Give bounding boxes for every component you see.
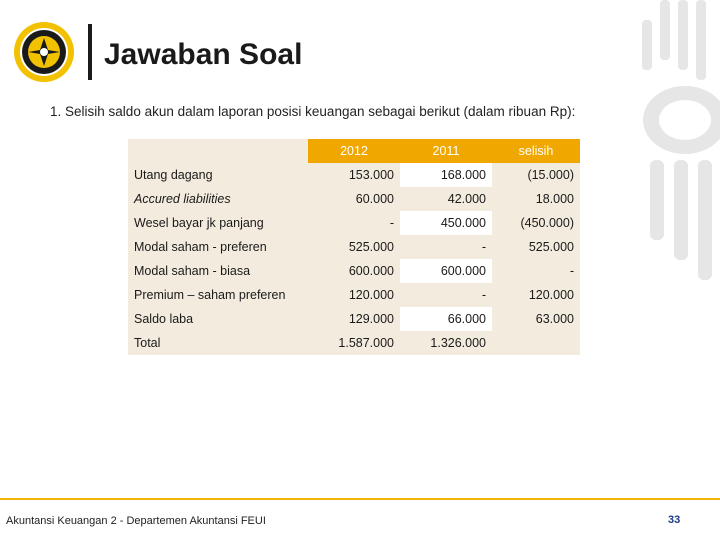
- cell-2011: -: [400, 235, 492, 259]
- cell-2012: 525.000: [308, 235, 400, 259]
- title-divider: [88, 24, 92, 80]
- question-body: Selisih saldo akun dalam laporan posisi …: [65, 104, 576, 119]
- cell-selisih: 63.000: [492, 307, 580, 331]
- table-row: Accured liabilities 60.000 42.000 18.000: [128, 187, 580, 211]
- page-title: Jawaban Soal: [104, 38, 303, 71]
- column-header-2012: 2012: [308, 139, 400, 163]
- cell-2012: 120.000: [308, 283, 400, 307]
- cell-2011: 450.000: [400, 211, 492, 235]
- table-row: Saldo laba 129.000 66.000 63.000: [128, 307, 580, 331]
- makara-watermark-icon: [642, 0, 720, 280]
- cell-selisih: 120.000: [492, 283, 580, 307]
- cell-selisih: (450.000): [492, 211, 580, 235]
- footer-divider: [0, 498, 720, 500]
- cell-2011: 1.326.000: [400, 331, 492, 355]
- cell-selisih: (15.000): [492, 163, 580, 187]
- table-row: Premium – saham preferen 120.000-120.000: [128, 283, 580, 307]
- cell-selisih: [492, 331, 580, 355]
- question-text: 1. Selisih saldo akun dalam laporan posi…: [50, 104, 575, 119]
- cell-2012: 60.000: [308, 187, 400, 211]
- row-label: Utang dagang: [128, 163, 308, 187]
- row-label: Modal saham - preferen: [128, 235, 308, 259]
- page-number: 33: [668, 514, 681, 526]
- table-header-row: 2012 2011 selisih: [128, 139, 580, 163]
- row-label: Modal saham - biasa: [128, 259, 308, 283]
- row-label: Total: [128, 331, 308, 355]
- cell-2011: 42.000: [400, 187, 492, 211]
- table-row: Modal saham - preferen 525.000-525.000: [128, 235, 580, 259]
- row-label: Accured liabilities: [128, 187, 308, 211]
- cell-selisih: 18.000: [492, 187, 580, 211]
- cell-2012: 129.000: [308, 307, 400, 331]
- cell-2012: -: [308, 211, 400, 235]
- table-row: Total 1.587.000 1.326.000: [128, 331, 580, 355]
- cell-2011: 66.000: [400, 307, 492, 331]
- cell-selisih: 525.000: [492, 235, 580, 259]
- university-seal-icon: [14, 22, 74, 82]
- cell-2011: 600.000: [400, 259, 492, 283]
- table-row: Modal saham - biasa 600.000 600.000-: [128, 259, 580, 283]
- row-label: Wesel bayar jk panjang: [128, 211, 308, 235]
- cell-2011: -: [400, 283, 492, 307]
- table-row: Wesel bayar jk panjang -450.000 (450.000): [128, 211, 580, 235]
- cell-2012: 153.000: [308, 163, 400, 187]
- table-header-blank: [128, 139, 308, 163]
- row-label: Premium – saham preferen: [128, 283, 308, 307]
- question-number: 1.: [50, 104, 62, 119]
- cell-2011: 168.000: [400, 163, 492, 187]
- cell-2012: 1.587.000: [308, 331, 400, 355]
- footer-text: Akuntansi Keuangan 2 - Departemen Akunta…: [6, 515, 266, 527]
- column-header-selisih: selisih: [492, 139, 580, 163]
- balance-difference-table: 2012 2011 selisih Utang dagang 153.000 168…: [128, 139, 580, 355]
- cell-selisih: -: [492, 259, 580, 283]
- cell-2012: 600.000: [308, 259, 400, 283]
- column-header-2011: 2011: [400, 139, 492, 163]
- table-row: Utang dagang 153.000 168.000 (15.000): [128, 163, 580, 187]
- row-label: Saldo laba: [128, 307, 308, 331]
